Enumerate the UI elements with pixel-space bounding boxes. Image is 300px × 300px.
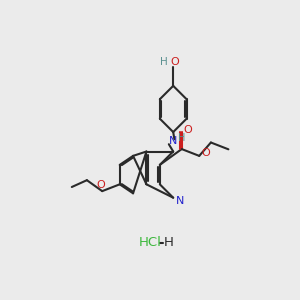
Text: O: O: [170, 57, 179, 67]
Text: N: N: [169, 136, 177, 146]
Text: O: O: [201, 148, 210, 158]
Text: HCl: HCl: [139, 236, 161, 249]
Text: N: N: [176, 196, 184, 206]
Text: H: H: [178, 133, 185, 143]
Text: O: O: [183, 125, 192, 135]
Text: H: H: [164, 236, 173, 249]
Text: H: H: [160, 57, 168, 67]
Text: O: O: [97, 180, 105, 190]
